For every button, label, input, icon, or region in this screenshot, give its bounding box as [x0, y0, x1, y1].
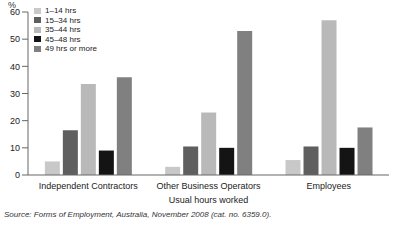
svg-text:Independent Contractors: Independent Contractors	[39, 181, 139, 191]
html-text:45–48 hrs: 45–48 hrs	[45, 34, 81, 44]
html-text:1–14 hrs: 1–14 hrs	[45, 6, 77, 15]
svg-text:40: 40	[10, 62, 20, 72]
svg-text:50: 50	[10, 34, 20, 44]
html-text:49 hrs or more: 49 hrs or more	[45, 44, 97, 53]
svg-text:Usual hours worked: Usual hours worked	[169, 195, 249, 205]
svg-text:20: 20	[10, 116, 20, 126]
svg-text:30: 30	[10, 89, 20, 99]
html-text:15–34 hrs: 15–34 hrs	[45, 15, 81, 25]
svg-text:Other Business Operators: Other Business Operators	[156, 181, 261, 191]
svg-text:Employees: Employees	[307, 181, 352, 191]
svg-text:10: 10	[10, 143, 20, 153]
html-text:35–44 hrs: 35–44 hrs	[45, 25, 81, 34]
svg-text:60: 60	[10, 7, 20, 17]
svg-text:0: 0	[15, 170, 20, 180]
html-text:Source: Forms of Employment, A: Source: Forms of Employment, Australia, …	[4, 210, 272, 219]
